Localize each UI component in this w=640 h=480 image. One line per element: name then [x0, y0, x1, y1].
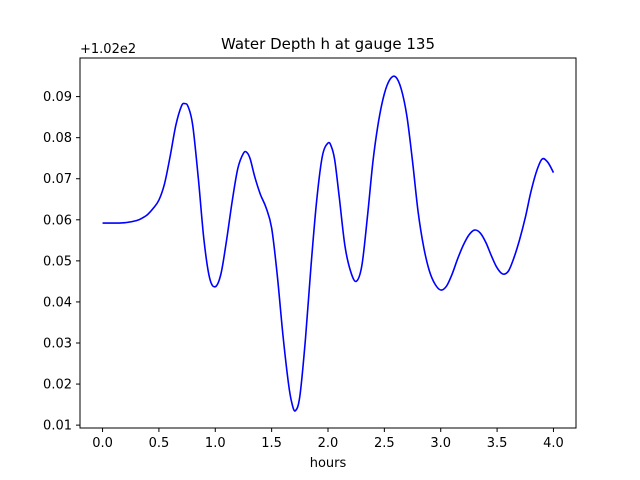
y-tick-label: 0.06	[43, 213, 72, 228]
x-tick-label: 3.0	[430, 436, 451, 451]
y-tick-label: 0.07	[43, 172, 72, 187]
x-tick-label: 0.0	[92, 436, 113, 451]
x-tick-label: 0.5	[149, 436, 170, 451]
x-axis-label: hours	[310, 456, 347, 471]
series-line-0	[102, 75, 555, 412]
y-tick-label: 0.05	[43, 254, 72, 269]
chart-title: Water Depth h at gauge 135	[221, 35, 435, 53]
series-layer	[102, 75, 555, 412]
y-tick-label: 0.03	[43, 336, 72, 351]
x-tick-label: 3.5	[487, 436, 508, 451]
x-tick-label: 2.5	[374, 436, 395, 451]
y-offset-label: +1.02e2	[80, 42, 136, 57]
y-tick-label: 0.08	[43, 131, 72, 146]
y-tick-label: 0.02	[43, 378, 72, 393]
x-tick-label: 2.0	[318, 436, 339, 451]
y-tick-label: 0.04	[43, 295, 72, 310]
y-tick-label: 0.09	[43, 90, 72, 105]
x-axis: 0.0 0.5 1.0 1.5 2.0 2.5 3.0 3.5 4.0	[92, 428, 564, 451]
y-axis: 0.01 0.02 0.03 0.04 0.05 0.06 0.07 0.08 0.09	[43, 90, 80, 434]
plot-frame	[79, 57, 577, 429]
y-tick-label: 0.01	[43, 419, 72, 434]
plot-area: 0.0 0.5 1.0 1.5 2.0 2.5 3.0 3.5 4.0 0.01 0.02 0.03…	[43, 57, 577, 451]
x-tick-label: 1.0	[205, 436, 226, 451]
x-tick-label: 1.5	[261, 436, 282, 451]
x-tick-label: 4.0	[543, 436, 564, 451]
